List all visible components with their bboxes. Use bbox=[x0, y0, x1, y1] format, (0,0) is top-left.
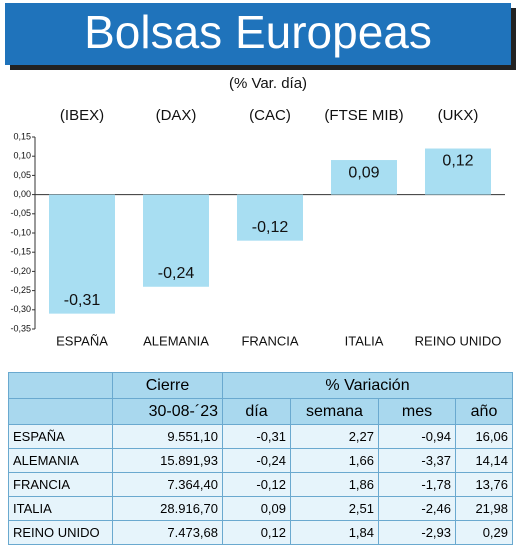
table-cell: -0,24 bbox=[222, 448, 291, 473]
table-row: ESPAÑA 9.551,10 -0,31 2,27 -0,94 16,06 bbox=[8, 424, 513, 449]
y-tick-label: 0,15 bbox=[13, 131, 31, 141]
table-cell: 9.551,10 bbox=[112, 424, 223, 449]
y-tick-label: -0,15 bbox=[10, 247, 31, 257]
table-cell: 2,27 bbox=[290, 424, 379, 449]
row-label: FRANCIA bbox=[8, 472, 113, 497]
y-tick-label: -0,05 bbox=[10, 208, 31, 218]
table-row: FRANCIA 7.364,40 -0,12 1,86 -1,78 13,76 bbox=[8, 472, 513, 497]
bar bbox=[49, 194, 115, 314]
table-cell: 7.364,40 bbox=[112, 472, 223, 497]
x-tick-label: FRANCIA bbox=[241, 333, 298, 348]
table-cell: -0,12 bbox=[222, 472, 291, 497]
header-cell bbox=[8, 372, 113, 399]
table-cell: 16,06 bbox=[455, 424, 513, 449]
column-header: mes bbox=[378, 398, 456, 425]
chart-subtitle: (% Var. día) bbox=[229, 75, 307, 92]
y-tick-label: -0,20 bbox=[10, 266, 31, 276]
table-cell: 1,84 bbox=[290, 520, 379, 545]
column-header: semana bbox=[290, 398, 379, 425]
table-cell: 14,14 bbox=[455, 448, 513, 473]
index-label: (DAX) bbox=[156, 107, 197, 124]
table-cell: 21,98 bbox=[455, 496, 513, 521]
x-tick-label: REINO UNIDO bbox=[415, 333, 502, 348]
bar bbox=[143, 194, 209, 287]
table-row: REINO UNIDO 7.473,68 0,12 1,84 -2,93 0,29 bbox=[8, 520, 513, 545]
y-tick-label: -0,25 bbox=[10, 285, 31, 295]
header-cell bbox=[8, 398, 113, 425]
table-cell: 0,12 bbox=[222, 520, 291, 545]
group-header: Cierre bbox=[112, 372, 223, 399]
table-cell: -0,94 bbox=[378, 424, 456, 449]
x-tick-label: ESPAÑA bbox=[56, 333, 108, 348]
data-table: Cierre% Variación 30-08-´23 día semana mes añ… bbox=[8, 372, 513, 545]
table-cell: 15.891,93 bbox=[112, 448, 223, 473]
value-label: 0,12 bbox=[442, 153, 473, 170]
index-label: (CAC) bbox=[249, 107, 291, 124]
column-header: día bbox=[222, 398, 291, 425]
table-row: ALEMANIA 15.891,93 -0,24 1,66 -3,37 14,14 bbox=[8, 448, 513, 473]
table-cell: 0,29 bbox=[455, 520, 513, 545]
table-cell: -3,37 bbox=[378, 448, 456, 473]
row-label: ESPAÑA bbox=[8, 424, 113, 449]
value-label: -0,31 bbox=[64, 292, 101, 309]
index-label: (FTSE MIB) bbox=[324, 107, 403, 124]
table-cell: 1,66 bbox=[290, 448, 379, 473]
table-row: Cierre% Variación bbox=[8, 372, 513, 399]
row-label: REINO UNIDO bbox=[8, 520, 113, 545]
bar bbox=[331, 160, 397, 195]
table-cell: 0,09 bbox=[222, 496, 291, 521]
table-cell: -1,78 bbox=[378, 472, 456, 497]
chart-title: Bolsas Europeas bbox=[84, 6, 432, 58]
chart: Bolsas Europeas (% Var. día) 0,15 0,10 0,0… bbox=[5, 3, 516, 348]
table-cell: 2,51 bbox=[290, 496, 379, 521]
value-label: 0,09 bbox=[348, 164, 379, 181]
value-label: -0,24 bbox=[158, 265, 195, 282]
x-tick-label: ITALIA bbox=[345, 333, 384, 348]
table-row: ITALIA 28.916,70 0,09 2,51 -2,46 21,98 bbox=[8, 496, 513, 521]
row-label: ITALIA bbox=[8, 496, 113, 521]
table-row: 30-08-´23 día semana mes año bbox=[8, 398, 513, 425]
x-tick-label: ALEMANIA bbox=[143, 333, 209, 348]
index-label: (IBEX) bbox=[60, 107, 104, 124]
bar bbox=[237, 194, 303, 241]
table-cell: -0,31 bbox=[222, 424, 291, 449]
table-cell: -2,46 bbox=[378, 496, 456, 521]
table-cell: 13,76 bbox=[455, 472, 513, 497]
value-label: -0,12 bbox=[252, 219, 289, 236]
row-label: ALEMANIA bbox=[8, 448, 113, 473]
y-tick-label: -0,30 bbox=[10, 304, 31, 314]
y-tick-label: 0,00 bbox=[13, 189, 31, 199]
y-tick-label: 0,05 bbox=[13, 170, 31, 180]
table-cell: 28.916,70 bbox=[112, 496, 223, 521]
table-cell: 1,86 bbox=[290, 472, 379, 497]
y-tick-label: -0,35 bbox=[10, 323, 31, 333]
column-header: 30-08-´23 bbox=[112, 398, 223, 425]
table-cell: -2,93 bbox=[378, 520, 456, 545]
table-cell: 7.473,68 bbox=[112, 520, 223, 545]
index-label: (UKX) bbox=[438, 107, 479, 124]
group-header: % Variación bbox=[222, 372, 513, 399]
y-tick-label: -0,10 bbox=[10, 227, 31, 237]
bar bbox=[425, 148, 491, 195]
y-tick-label: 0,10 bbox=[13, 151, 31, 161]
column-header: año bbox=[455, 398, 513, 425]
banner bbox=[5, 3, 511, 65]
